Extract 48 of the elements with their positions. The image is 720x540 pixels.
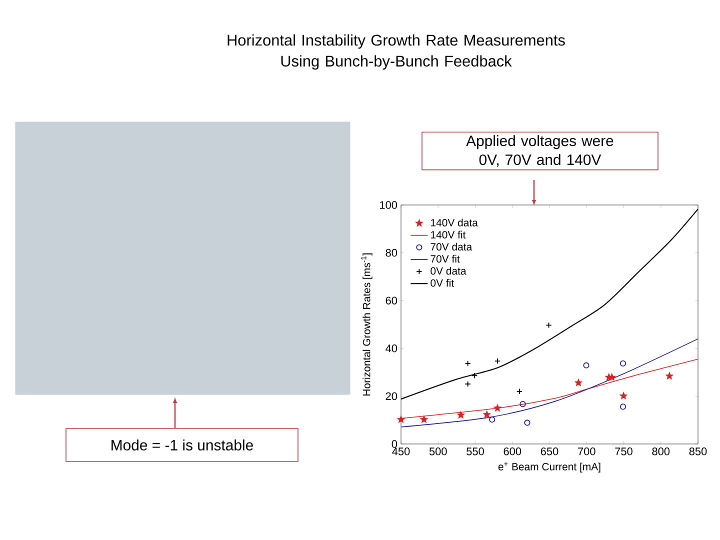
legend-label: 140V fit: [431, 230, 466, 238]
point: [620, 404, 626, 410]
point: [524, 420, 530, 426]
y-tick-label: 0: [392, 440, 398, 448]
legend-label: 0V data: [430, 266, 466, 275]
point: [464, 360, 471, 366]
y-tick-label: 80: [386, 248, 398, 257]
point: [546, 322, 552, 328]
y-tick-label: 60: [386, 296, 398, 304]
point: [620, 392, 628, 399]
point: [471, 372, 478, 379]
line-series: [401, 338, 698, 428]
x-tick-label: 700: [578, 448, 596, 456]
point: [489, 416, 496, 423]
y-tick-label: 100: [380, 201, 398, 209]
x-axis-title: e$^{+}$ Beam Current [mA]: [498, 462, 600, 472]
text: Mode = -1 is unstable: [112, 440, 253, 450]
point: [494, 404, 501, 412]
point: [608, 374, 616, 380]
legend-label: 140V data: [431, 218, 478, 226]
x-tick-label: 600: [504, 448, 522, 456]
point: [494, 358, 501, 364]
x-tick-label: 550: [466, 448, 484, 456]
chart-title: Horizontal Instability Growth Rate Measurements Using Bunch-by-Bunch Feedback: [228, 34, 565, 70]
point: [483, 410, 490, 418]
legend-label: 0V fit: [430, 279, 454, 287]
x-tick-label: 750: [615, 448, 632, 456]
x-tick-label: 450: [392, 448, 410, 456]
y-tick-label: 40: [386, 344, 398, 352]
point: [620, 360, 626, 366]
point: [520, 401, 526, 408]
point: [398, 416, 404, 423]
x-tick-label: 650: [540, 448, 558, 456]
text: Applied voltages were 0V, 70V and 140V: [466, 135, 614, 167]
legend-label: 70V fit: [430, 254, 460, 263]
y-axis-title: Horizontal Growth Rates [ms$^{-1}$]: [361, 253, 372, 396]
x-tick-label: 850: [689, 448, 707, 456]
point: [574, 379, 582, 386]
point: [464, 380, 471, 388]
x-tick-label: 500: [429, 448, 447, 456]
point: [420, 416, 428, 423]
point: [666, 372, 673, 380]
x-tick-label: 800: [652, 448, 670, 456]
point: [583, 362, 590, 368]
y-tick-label: 20: [386, 392, 398, 400]
point: [516, 388, 522, 394]
point: [457, 411, 464, 418]
legend-label: 70V data: [430, 242, 472, 251]
